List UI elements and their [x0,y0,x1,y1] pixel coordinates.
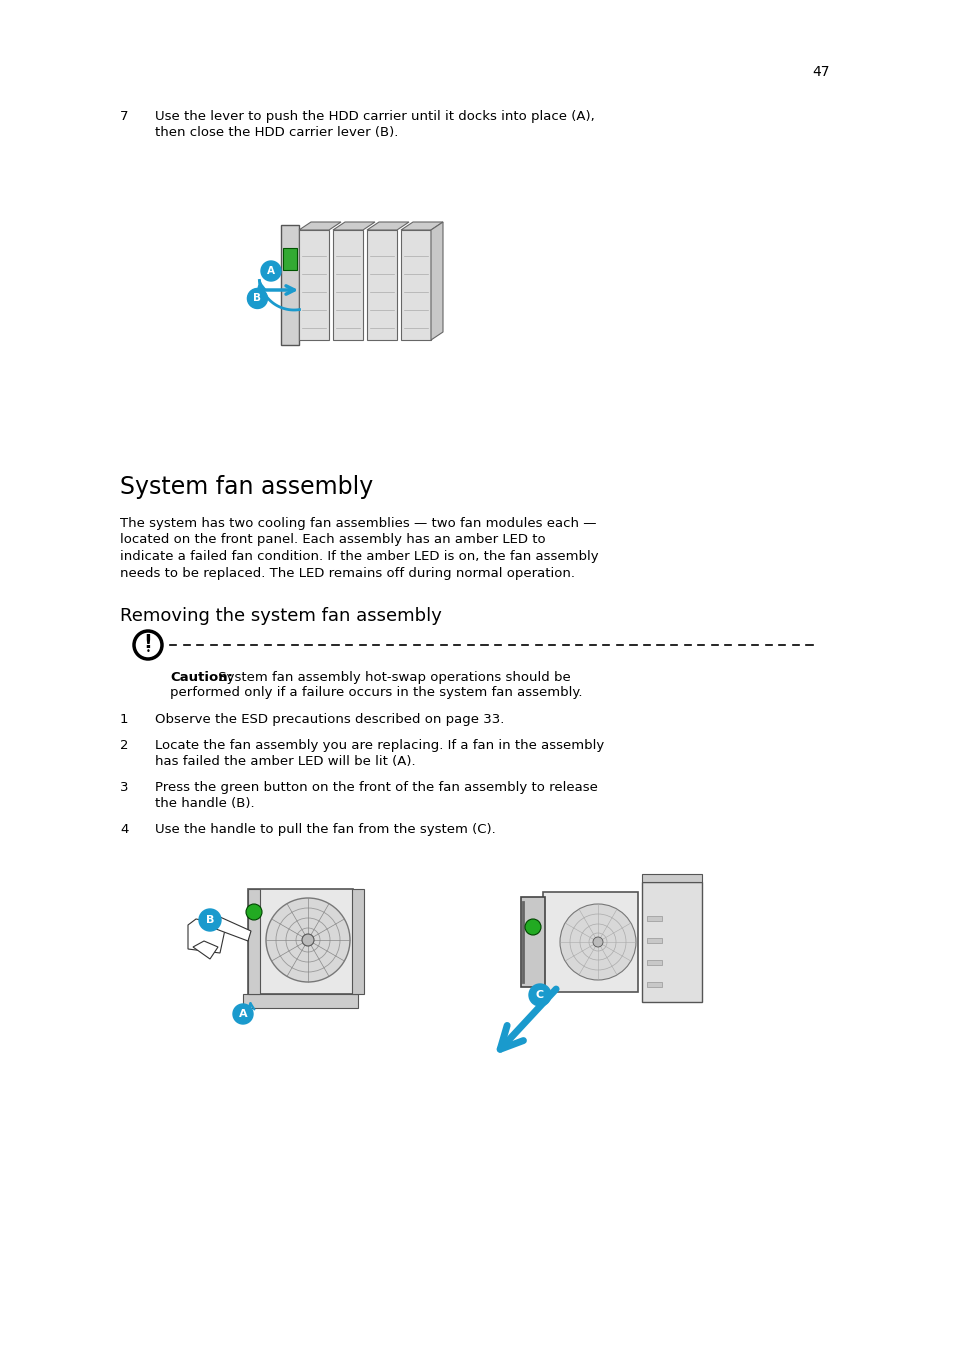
Bar [298,230,329,340]
Polygon shape [188,919,226,952]
Text: Observe the ESD precautions described on page 33.: Observe the ESD precautions described on… [154,713,504,725]
Text: 3: 3 [120,781,129,794]
Text: then close the HDD carrier lever (B).: then close the HDD carrier lever (B). [154,126,398,139]
Text: A: A [238,1009,247,1019]
Bar [248,889,260,994]
Bar [243,994,357,1008]
Text: Locate the fan assembly you are replacing. If a fan in the assembly: Locate the fan assembly you are replacin… [154,739,603,753]
Circle shape [266,898,350,982]
Text: C: C [536,990,543,1000]
Polygon shape [333,222,375,230]
Text: 47: 47 [812,65,829,78]
Bar [646,982,661,988]
Circle shape [261,261,281,281]
Text: the handle (B).: the handle (B). [154,797,254,811]
Circle shape [593,938,602,947]
Bar [283,249,296,270]
Circle shape [133,631,162,659]
Circle shape [302,934,314,946]
Text: performed only if a failure occurs in the system fan assembly.: performed only if a failure occurs in th… [170,686,582,698]
Bar [646,961,661,965]
Bar [542,892,638,992]
Text: A: A [267,266,274,276]
Bar [646,916,661,921]
Bar [333,230,363,340]
Polygon shape [193,942,218,959]
Text: The system has two cooling fan assemblies — two fan modules each —: The system has two cooling fan assemblie… [120,517,596,530]
Text: 7: 7 [120,109,129,123]
Text: needs to be replaced. The LED remains off during normal operation.: needs to be replaced. The LED remains of… [120,566,575,580]
Bar [400,230,431,340]
Text: 1: 1 [120,713,129,725]
Text: Removing the system fan assembly: Removing the system fan assembly [120,607,441,626]
Polygon shape [298,222,340,230]
Text: has failed the amber LED will be lit (A).: has failed the amber LED will be lit (A)… [154,755,416,767]
Text: Use the handle to pull the fan from the system (C).: Use the handle to pull the fan from the … [154,823,496,836]
Text: indicate a failed fan condition. If the amber LED is on, the fan assembly: indicate a failed fan condition. If the … [120,550,598,563]
Polygon shape [400,222,442,230]
Text: 2: 2 [120,739,129,753]
Circle shape [559,904,636,979]
Circle shape [246,904,262,920]
Text: System fan assembly: System fan assembly [120,476,373,499]
Circle shape [524,919,540,935]
Bar [352,889,364,994]
Text: B: B [206,915,214,925]
FancyBboxPatch shape [281,226,298,345]
Circle shape [233,1004,253,1024]
Bar [646,938,661,943]
Polygon shape [367,222,409,230]
Polygon shape [215,917,251,942]
Text: Use the lever to push the HDD carrier until it docks into place (A),: Use the lever to push the HDD carrier un… [154,109,594,123]
Bar [641,882,701,1002]
Polygon shape [431,222,442,340]
Text: !: ! [143,634,152,653]
Text: located on the front panel. Each assembly has an amber LED to: located on the front panel. Each assembl… [120,534,545,547]
Text: System fan assembly hot-swap operations should be: System fan assembly hot-swap operations … [213,671,570,684]
Bar [248,889,353,994]
Bar [520,897,544,988]
Text: •: • [146,647,151,657]
Text: Caution:: Caution: [170,671,233,684]
Bar [367,230,396,340]
Text: Press the green button on the front of the fan assembly to release: Press the green button on the front of t… [154,781,598,794]
Bar [641,874,701,882]
Text: 4: 4 [120,823,129,836]
Circle shape [247,289,267,308]
Text: B: B [253,293,261,304]
Circle shape [199,909,221,931]
Circle shape [529,984,551,1006]
